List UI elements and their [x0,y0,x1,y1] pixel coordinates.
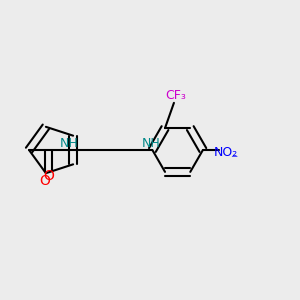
Text: NH: NH [60,137,79,150]
Text: NO₂: NO₂ [214,146,238,159]
Text: NH: NH [142,137,160,150]
Text: CF₃: CF₃ [165,89,186,102]
Text: O: O [40,174,50,188]
Text: ⁻: ⁻ [230,153,238,167]
Text: O: O [43,169,54,183]
